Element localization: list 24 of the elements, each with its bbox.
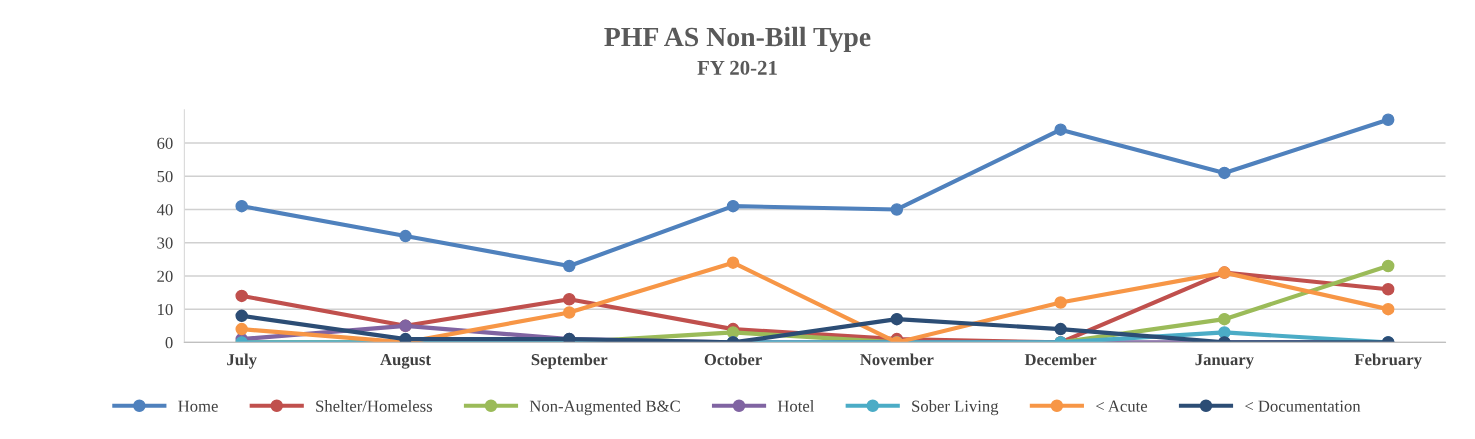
x-tick-label: February: [1354, 353, 1422, 369]
y-tick-label: 20: [157, 270, 173, 282]
y-tick-label: 60: [157, 137, 173, 149]
x-tick-label: October: [704, 353, 762, 366]
legend-label: Home: [178, 400, 218, 412]
y-tick-label: 40: [156, 204, 173, 216]
y-tick-label: 30: [157, 237, 173, 249]
legend-label: Non-Augmented B&C: [529, 400, 680, 416]
x-tick-label: November: [860, 353, 934, 366]
legend-label: Hotel: [777, 400, 815, 412]
x-tick-label: January: [1195, 354, 1254, 369]
x-tick-label: August: [380, 353, 431, 369]
x-tick-label: September: [531, 353, 608, 369]
legend-label: < Acute: [1096, 400, 1148, 412]
legend-label: Shelter/Homeless: [316, 400, 433, 412]
x-tick-label: December: [1024, 353, 1097, 366]
y-tick-label: 10: [158, 303, 173, 316]
chart-title: PHF AS Non-Bill Type: [604, 26, 871, 53]
legend-label: < Documentation: [1245, 400, 1361, 412]
y-tick-label: 50: [157, 170, 173, 183]
legend-label: Sober Living: [912, 400, 999, 416]
chart-subtitle: FY 20-21: [697, 60, 777, 75]
y-tick-label: 0: [165, 337, 173, 349]
x-tick-label: July: [227, 353, 257, 369]
